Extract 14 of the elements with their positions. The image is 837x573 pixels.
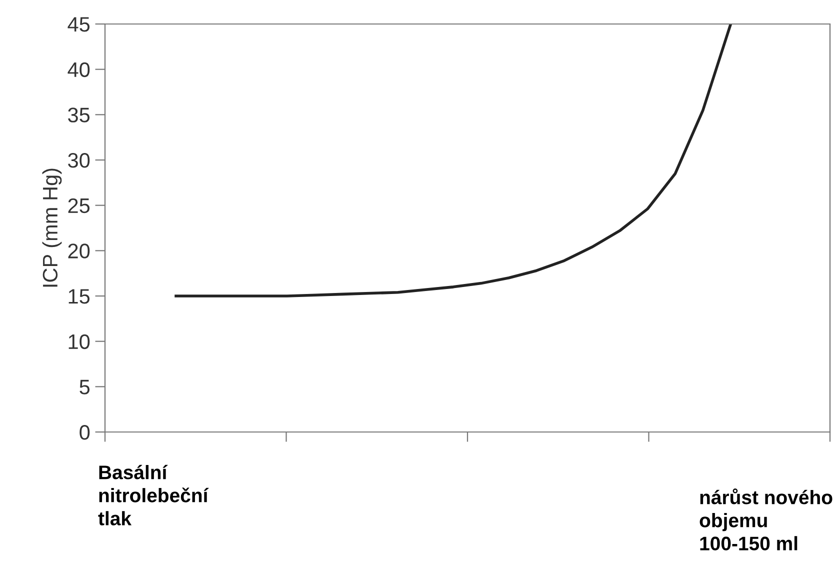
text: nárůst nového objemu 100-150 ml xyxy=(700,488,832,550)
line-series xyxy=(174,24,732,298)
y-tick-label: 20 xyxy=(68,244,90,258)
y-tick-label: 10 xyxy=(68,334,90,350)
y-tick-label: 25 xyxy=(68,198,90,214)
y-tick-label: 5 xyxy=(80,380,90,394)
y-tick-label: 35 xyxy=(68,108,90,122)
text: Basální nitrolebeční tlak xyxy=(98,464,209,526)
y-tick-label: 45 xyxy=(68,17,90,32)
y-axis-title: ICP (mm Hg) xyxy=(42,168,62,287)
y-tick-label: 40 xyxy=(68,62,90,78)
y-tick-label: 15 xyxy=(68,289,90,304)
y-tick-label: 0 xyxy=(80,425,90,440)
y-tick-label: 30 xyxy=(68,153,90,168)
